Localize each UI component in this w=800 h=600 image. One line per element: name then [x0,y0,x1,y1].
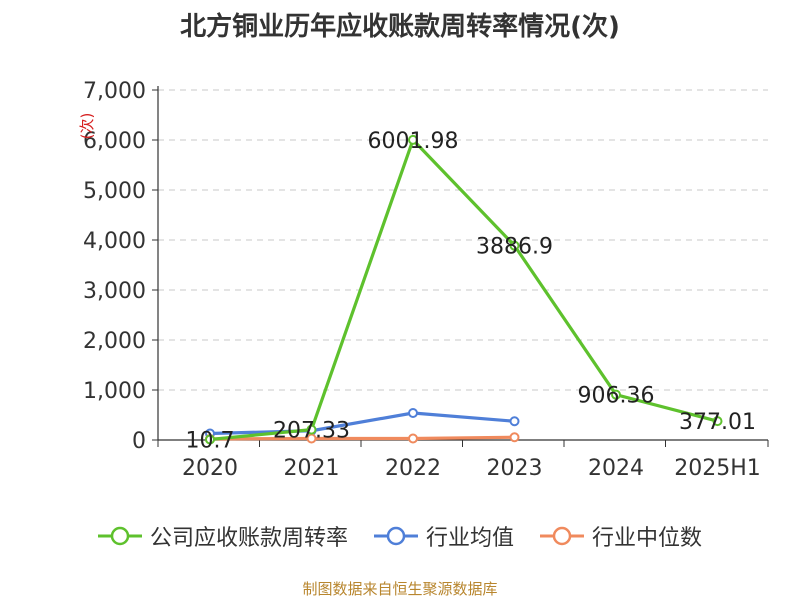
legend: 公司应收账款周转率 行业均值 行业中位数 [0,520,800,552]
legend-label-industry-mean: 行业均值 [425,526,514,551]
legend-label-company: 公司应收账款周转率 [149,526,348,551]
data-point [408,134,418,145]
x-tick-label: 2024 [588,456,644,481]
legend-line-marker-icon [373,526,418,546]
series-line-0 [209,138,718,442]
legend-item-company[interactable]: 公司应收账款周转率 [97,520,348,552]
legend-line-marker-icon [97,526,142,546]
data-point [509,240,520,251]
x-tick-label: 2023 [487,456,543,481]
legend-line-marker-icon [540,526,584,546]
y-tick-label: 2,000 [83,329,146,354]
grid-layer [158,89,768,391]
series-layer [205,134,723,445]
legend-item-industry-mean[interactable]: 行业均值 [373,520,514,552]
data-point [408,433,418,444]
y-tick-label: 3,000 [83,279,146,304]
series-line-1 [209,411,515,436]
y-axis-label: (次) [78,113,96,140]
data-point [205,434,215,445]
data-label: 3886.9 [476,235,553,260]
legend-item-industry-median[interactable]: 行业中位数 [540,520,702,552]
series-line-2 [209,435,515,441]
data-label: 906.36 [578,384,655,409]
x-tick-label: 2022 [385,456,441,481]
chart-title: 北方铜业历年应收账款周转率情况(次) [180,12,620,42]
data-point [611,389,621,400]
data-label: 6001.98 [368,129,459,154]
x-tick-label: 2025H1 [674,456,761,481]
data-point [712,416,723,427]
data-point [509,416,520,427]
axis-layer: 0 1,000 2,000 3,000 4,000 5,000 6,000 7,000 (次) 2… [78,79,769,481]
data-point [306,424,317,435]
y-tick-label: 6,000 [83,129,146,154]
x-tick-label: 2021 [284,456,340,481]
label-layer: 10.7 207.33 6001.98 3886.9 906.36 377.01 [186,129,756,454]
y-tick-label: 0 [132,429,146,454]
data-label: 10.7 [186,428,235,453]
y-tick-label: 5,000 [83,179,146,204]
x-tick-label: 2020 [182,456,238,481]
y-tick-label: 7,000 [83,79,146,104]
data-point [509,432,520,443]
data-label: 207.33 [273,419,350,444]
legend-label-industry-median: 行业中位数 [592,526,703,551]
data-label: 377.01 [679,410,756,435]
data-source-note: 制图数据来自恒生聚源数据库 [302,580,498,598]
data-point [408,408,418,418]
y-tick-label: 1,000 [83,379,146,404]
y-tick-label: 4,000 [83,229,146,254]
